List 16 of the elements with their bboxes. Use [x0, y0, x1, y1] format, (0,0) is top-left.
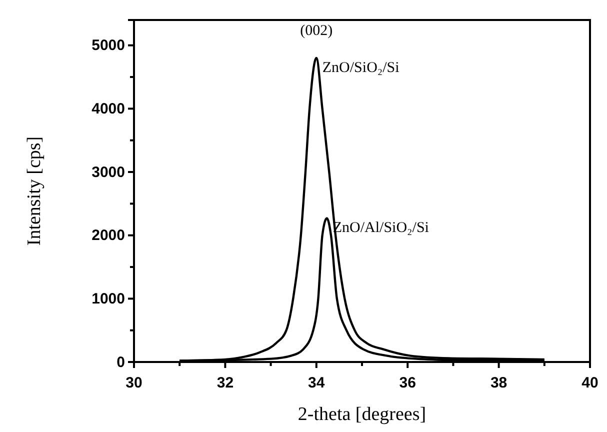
y-tick-label: 4000 — [92, 100, 125, 118]
y-tick-label: 3000 — [92, 164, 125, 181]
x-tick-label: 36 — [399, 374, 416, 392]
annotation: (002) — [300, 23, 333, 39]
y-tick-label: 2000 — [92, 227, 125, 244]
y-tick-label: 5000 — [92, 37, 125, 54]
x-tick-label: 30 — [126, 374, 142, 392]
series-label: ZnO/SiO₂/Si — [322, 60, 400, 76]
y-tick-label: 0 — [116, 354, 125, 371]
y-axis-title: Intensity [cps] — [24, 136, 45, 246]
x-tick-label: 34 — [308, 374, 326, 392]
x-axis-title: 2-theta [degrees] — [298, 404, 426, 425]
x-tick-label: 40 — [582, 374, 598, 392]
x-tick-label: 32 — [216, 374, 234, 392]
x-tick-label: 38 — [490, 374, 508, 392]
y-tick-label: 1000 — [92, 290, 125, 308]
